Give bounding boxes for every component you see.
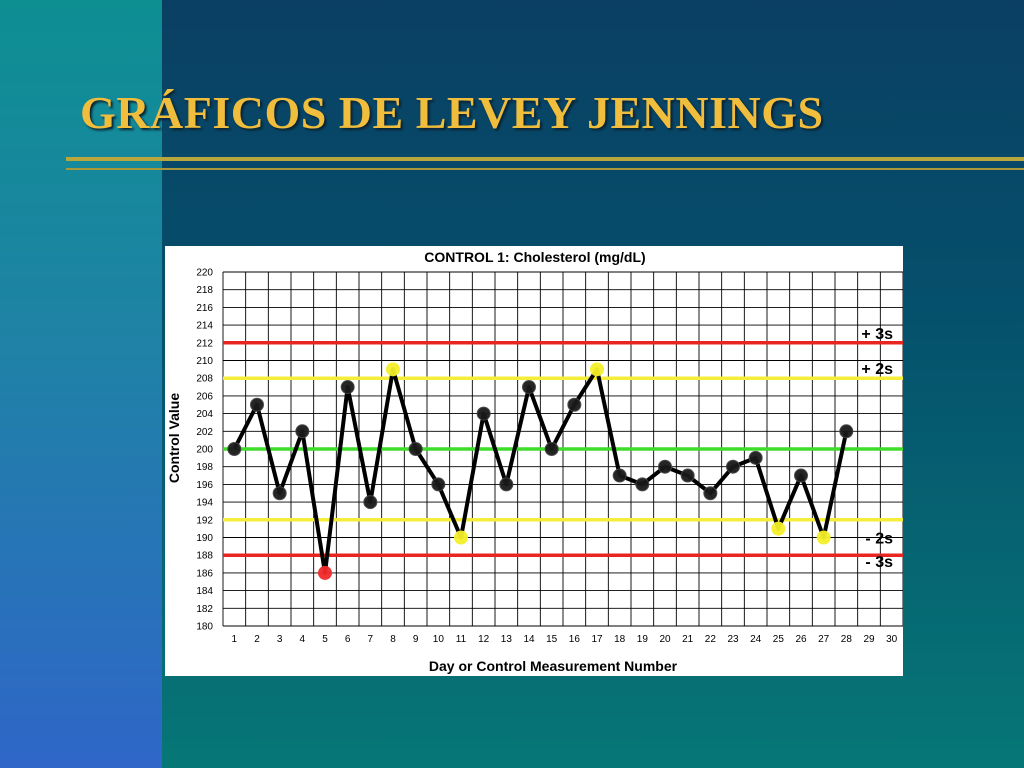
control-limit-lines [223, 341, 903, 557]
y-tick-label: 210 [196, 356, 213, 367]
y-tick-label: 214 [196, 321, 213, 332]
control-limit-labels: + 3s + 2s - 3s - 2s [861, 326, 893, 571]
data-point-in [794, 468, 808, 483]
y-tick-label: 190 [196, 533, 213, 544]
y-tick-label: 218 [196, 285, 213, 296]
series-line [232, 367, 849, 575]
x-tick-label: 10 [433, 634, 445, 645]
chart-svg: CONTROL 1: Cholesterol (mg/dL) 180182184… [166, 249, 903, 674]
y-tick-label: 194 [196, 498, 213, 509]
x-tick-labels: 1 2 3 4 5 6 7 8 9 10 11 12 13 14 15 16 17 18 19 20 21 22 23 24 2… [232, 634, 898, 645]
y-tick-label: 196 [196, 480, 213, 491]
x-tick-label: 26 [795, 634, 807, 645]
x-axis-title: Day or Control Measurement Number [429, 658, 678, 674]
x-tick-label: 25 [773, 634, 785, 645]
x-tick-label: 2 [254, 634, 260, 645]
x-tick-label: 19 [637, 634, 649, 645]
y-tick-label: 216 [196, 303, 213, 314]
x-tick-label: 27 [818, 634, 830, 645]
data-point-warning [816, 530, 831, 545]
y-tick-label: 184 [196, 586, 213, 597]
y-tick-label: 208 [196, 374, 213, 385]
data-point-warning [454, 530, 468, 545]
data-point-in [499, 477, 514, 492]
x-tick-label: 11 [456, 634, 467, 645]
y-tick-label: 182 [196, 604, 213, 615]
data-point-in [363, 495, 378, 510]
levey-jennings-chart: CONTROL 1: Cholesterol (mg/dL) 180 182 184… [165, 246, 903, 676]
series-polyline [232, 367, 849, 575]
data-point-reject [318, 565, 332, 580]
data-point-in [522, 380, 536, 395]
data-point-in [748, 450, 763, 465]
data-point-in [544, 442, 559, 456]
x-tick-label: 14 [523, 634, 535, 645]
y-tick-label: 180 [196, 622, 213, 633]
x-tick-label: 24 [750, 634, 762, 645]
data-point-in [340, 380, 355, 395]
data-point-in [295, 424, 310, 439]
data-point-in [680, 468, 695, 483]
x-tick-label: 13 [501, 634, 513, 645]
y-axis-title: Control Value [166, 393, 182, 483]
control-limit-label: + 2s [861, 361, 893, 378]
data-point-in [476, 406, 491, 421]
data-point-warning [590, 362, 604, 377]
x-tick-label: 16 [569, 634, 581, 645]
title-underline-thin [66, 168, 1024, 170]
x-tick-label: 1 [232, 634, 238, 645]
data-point-in [658, 459, 672, 474]
data-point-in [839, 424, 854, 439]
y-tick-label: 220 [196, 268, 213, 279]
x-tick-label: 18 [614, 634, 626, 645]
data-points [227, 362, 854, 580]
x-tick-label: 28 [841, 634, 853, 645]
data-point-in [250, 397, 264, 412]
x-tick-label: 22 [705, 634, 717, 645]
data-point-in [635, 477, 650, 492]
chart-title: CONTROL 1: Cholesterol (mg/dL) [424, 249, 645, 265]
control-limit-label: + 3s [861, 326, 893, 343]
y-tick-label: 186 [196, 568, 213, 579]
x-tick-label: 30 [886, 634, 898, 645]
x-tick-label: 3 [277, 634, 283, 645]
x-tick-label: 23 [727, 634, 739, 645]
y-tick-label: 188 [196, 551, 213, 562]
x-tick-label: 6 [345, 634, 351, 645]
x-tick-label: 4 [300, 634, 306, 645]
left-accent-band [0, 0, 162, 768]
x-tick-label: 8 [390, 634, 396, 645]
x-tick-label: 12 [478, 634, 490, 645]
x-tick-label: 9 [413, 634, 419, 645]
y-tick-label: 200 [196, 445, 213, 456]
data-point-in [272, 486, 287, 501]
x-tick-label: 21 [682, 634, 694, 645]
y-tick-labels: 180 182 184 186 188 190 192 194 196 198 200 202 204 2… [196, 268, 213, 633]
y-tick-label: 198 [196, 462, 213, 473]
y-tick-label: 204 [196, 409, 213, 420]
y-tick-label: 192 [196, 515, 213, 526]
x-tick-label: 20 [659, 634, 671, 645]
slide-title: GRÁFICOS DE LEVEY JENNINGS [80, 87, 824, 138]
data-point-in [612, 468, 627, 483]
data-point-warning [386, 362, 400, 377]
data-point-in [408, 442, 423, 456]
y-tick-label: 212 [196, 338, 213, 349]
x-tick-label: 15 [546, 634, 558, 645]
data-point-in [703, 486, 718, 501]
x-tick-label: 17 [591, 634, 603, 645]
title-underline [66, 157, 1024, 161]
x-tick-label: 29 [863, 634, 875, 645]
x-tick-label: 7 [368, 634, 374, 645]
x-tick-label: 5 [322, 634, 328, 645]
data-point-in [431, 477, 446, 492]
data-point-in [726, 459, 740, 474]
control-limit-label: - 3s [865, 554, 893, 571]
y-tick-label: 202 [196, 427, 213, 438]
data-point-in [227, 442, 242, 456]
y-tick-label: 206 [196, 391, 213, 402]
data-point-in [567, 397, 582, 412]
data-point-warning [771, 521, 786, 536]
control-limit-label: - 2s [865, 531, 893, 548]
